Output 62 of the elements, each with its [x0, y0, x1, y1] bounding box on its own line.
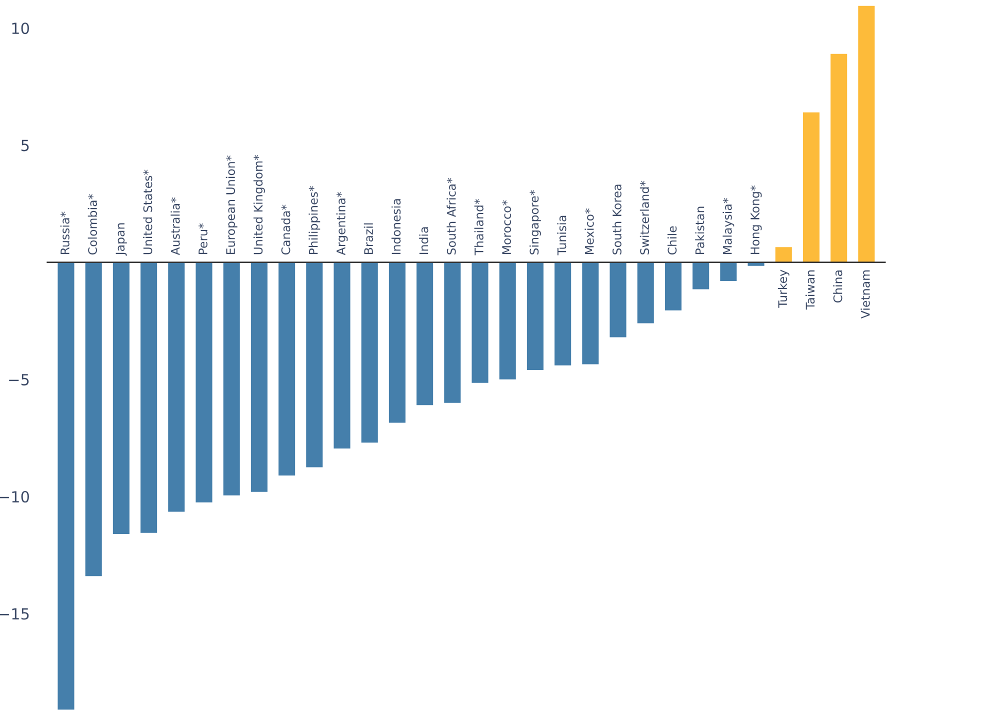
- bar: [112, 262, 130, 534]
- y-tick-label: −5: [9, 374, 29, 386]
- x-tick-label: Argentina*: [336, 192, 348, 256]
- x-tick-label: Brazil: [364, 223, 374, 254]
- bar: [306, 262, 323, 468]
- bar: [58, 262, 74, 710]
- bar: [499, 262, 516, 380]
- bar: [444, 262, 461, 403]
- x-tick-label: United Kingdom*: [253, 154, 265, 254]
- x-tick-label: Peru*: [198, 223, 208, 254]
- bar: [361, 262, 378, 443]
- x-tick-label: Canada*: [281, 204, 290, 255]
- bar: [692, 262, 710, 290]
- x-tick-label: Philippines*: [308, 186, 320, 254]
- bar: [334, 262, 350, 449]
- bar: [196, 262, 212, 502]
- x-tick-label: European Union*: [226, 156, 238, 254]
- y-tick-label: 10: [12, 22, 29, 34]
- bar: [720, 262, 737, 282]
- y-tick-label: 5: [21, 140, 29, 152]
- bar: [168, 262, 185, 512]
- bar: [610, 262, 626, 338]
- bar: [250, 262, 268, 492]
- bar: [223, 262, 240, 496]
- bar: [416, 262, 434, 406]
- bar: [830, 54, 848, 262]
- bar: [526, 262, 544, 370]
- x-tick-label: Colombia*: [88, 194, 98, 255]
- bar: [582, 262, 599, 364]
- bar: [388, 262, 406, 423]
- x-tick-label: Australia*: [170, 197, 180, 256]
- x-tick-label: Hong Kong*: [750, 185, 762, 254]
- x-tick-label: Thailand*: [474, 198, 484, 256]
- x-tick-label: Japan: [116, 223, 127, 256]
- x-tick-label: Vietnam: [860, 270, 870, 319]
- x-tick-label: Indonesia: [391, 199, 401, 254]
- x-tick-label: South Korea: [612, 184, 622, 254]
- x-tick-label: Russia*: [60, 212, 70, 254]
- bar: [775, 247, 792, 262]
- x-tick-label: United States*: [143, 170, 152, 254]
- x-tick-label: Taiwan: [806, 270, 815, 310]
- bar: [858, 6, 875, 262]
- x-tick-label: China: [833, 270, 842, 302]
- bar: [278, 262, 296, 476]
- x-tick-label: India: [419, 227, 428, 254]
- x-tick-label: Pakistan: [695, 206, 704, 254]
- bar: [472, 262, 488, 383]
- x-tick-label: Mexico*: [584, 208, 594, 254]
- x-tick-label: Malaysia*: [722, 198, 734, 254]
- bar: [664, 262, 682, 310]
- x-tick-label: Chile: [668, 226, 677, 255]
- x-tick-label: Turkey: [778, 270, 790, 308]
- bar: [637, 262, 654, 324]
- x-tick-label: Switzerland*: [640, 180, 650, 254]
- x-tick-label: Morocco*: [502, 200, 512, 254]
- x-tick-label: Singapore*: [530, 190, 541, 254]
- x-tick-label: Tunisia: [557, 216, 566, 256]
- bar: [554, 262, 572, 366]
- bar: [802, 112, 820, 262]
- bar: [85, 262, 102, 576]
- x-tick-label: South Africa*: [446, 178, 456, 254]
- bar: [140, 262, 158, 533]
